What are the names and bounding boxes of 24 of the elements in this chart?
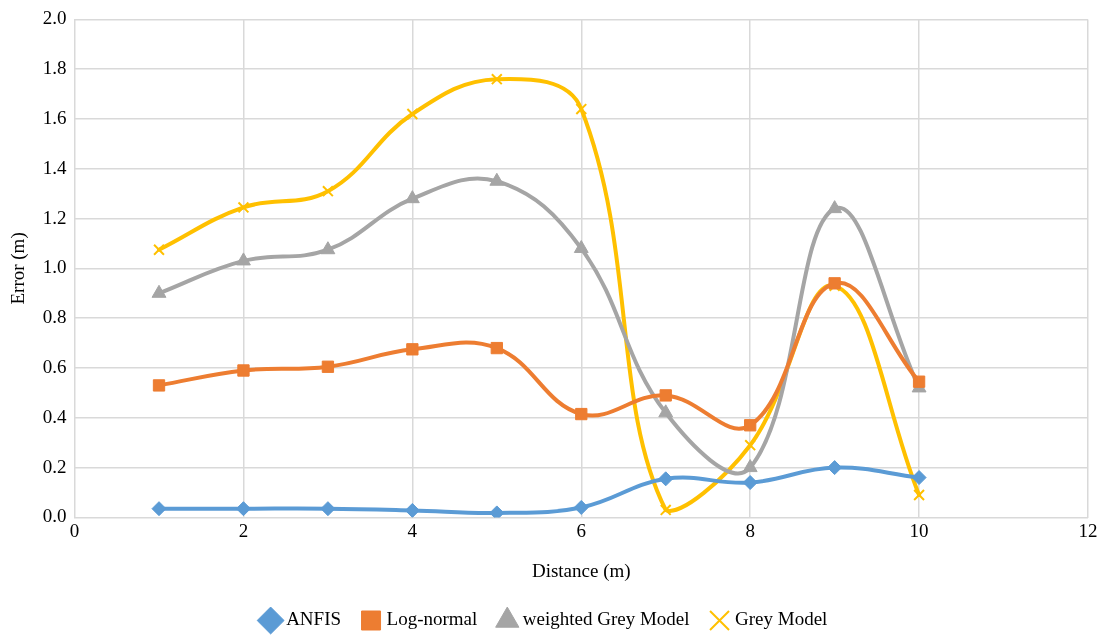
y-axis-title: Error (m) bbox=[7, 232, 30, 305]
y-tick-label: 0.2 bbox=[42, 455, 67, 477]
y-tick-label: 1.6 bbox=[42, 106, 67, 128]
x-tick-label: 10 bbox=[909, 519, 929, 541]
legend-label: Log-normal bbox=[386, 608, 478, 630]
y-tick-label: 1.4 bbox=[42, 156, 68, 178]
x-tick-label: 8 bbox=[745, 519, 755, 541]
y-tick-label: 0.0 bbox=[42, 505, 67, 527]
y-tick-label: 0.8 bbox=[42, 306, 67, 328]
x-tick-label: 6 bbox=[576, 519, 587, 541]
x-axis-title: Distance (m) bbox=[531, 559, 631, 582]
y-tick-label: 0.4 bbox=[42, 405, 68, 427]
y-tick-label: 1.2 bbox=[42, 206, 67, 228]
x-tick-label: 4 bbox=[407, 519, 418, 541]
y-tick-label: 0.6 bbox=[42, 355, 67, 377]
legend-label: ANFIS bbox=[286, 608, 342, 630]
x-tick-label: 0 bbox=[69, 519, 80, 541]
x-tick-label: 12 bbox=[1078, 519, 1098, 541]
y-tick-label: 1.0 bbox=[42, 256, 67, 278]
x-tick-label: 2 bbox=[238, 519, 249, 541]
legend-label: weighted Grey Model bbox=[522, 608, 690, 630]
y-tick-label: 1.8 bbox=[42, 57, 67, 79]
y-tick-label: 2.0 bbox=[42, 7, 67, 29]
legend-label: Grey Model bbox=[735, 608, 828, 630]
